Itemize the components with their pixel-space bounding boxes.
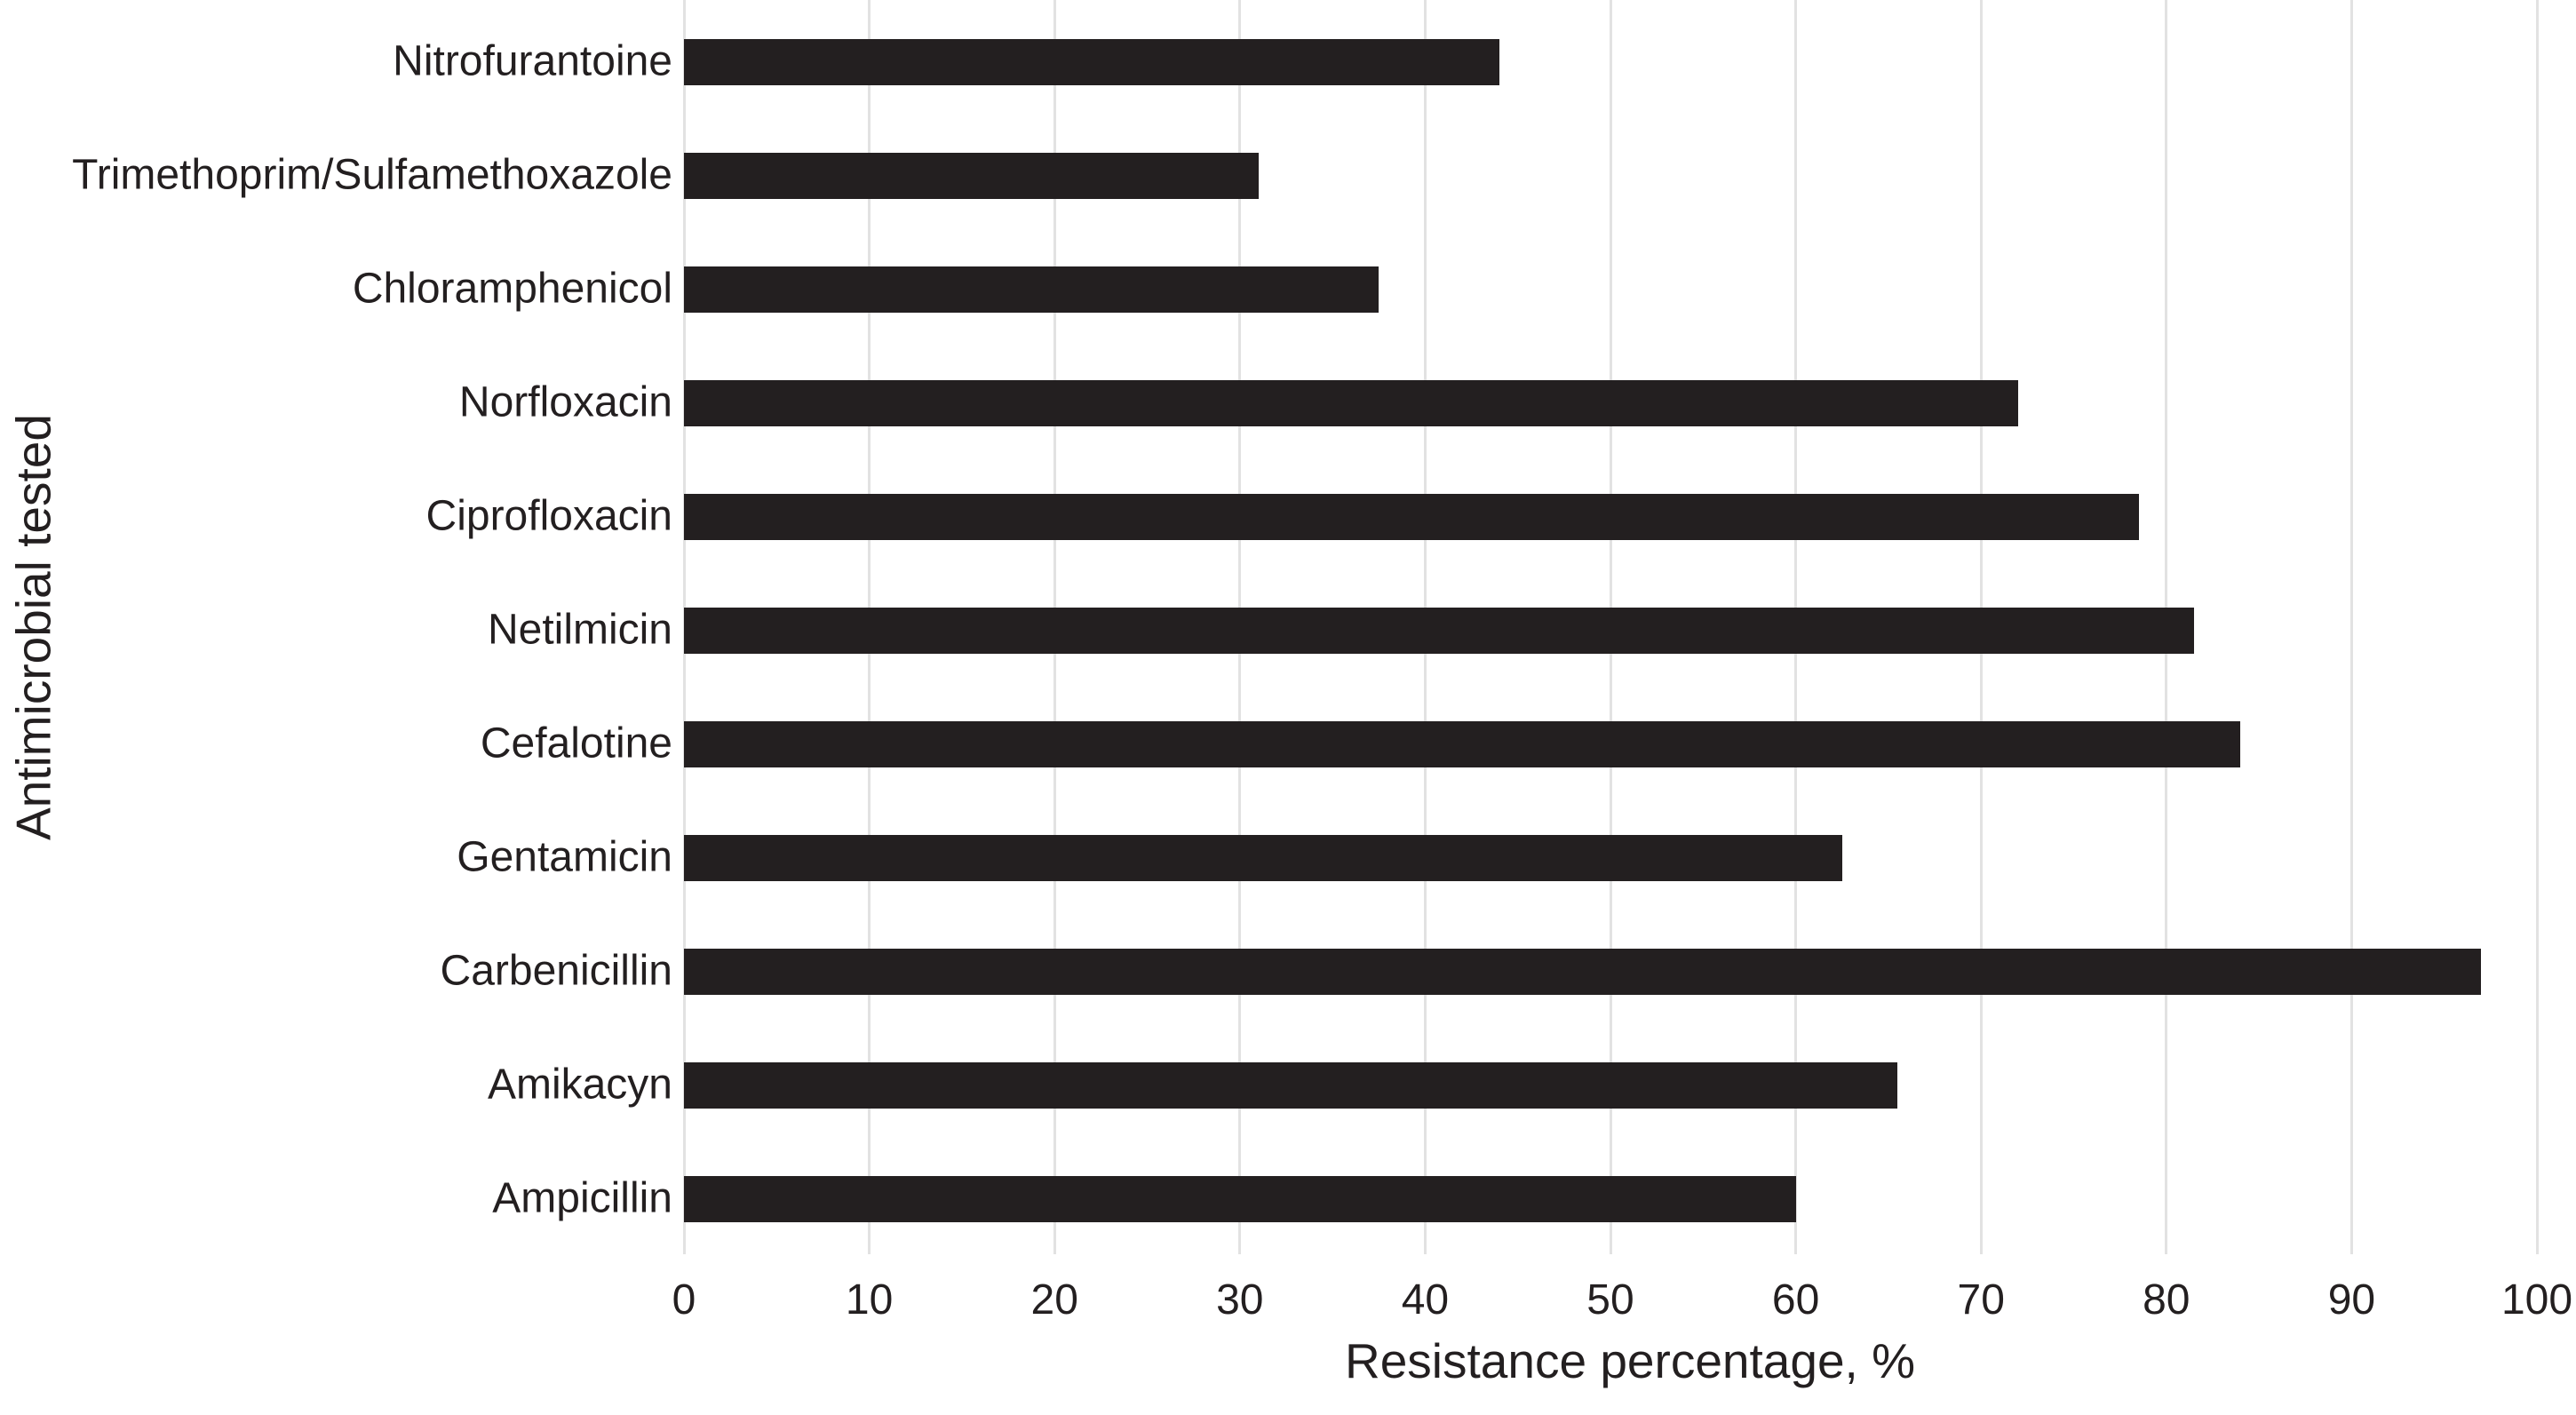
- category-label-ampicillin: Ampicillin: [492, 1174, 672, 1222]
- x-tick-label-80: 80: [2143, 1276, 2190, 1324]
- bar-carbenicillin: [684, 949, 2482, 995]
- category-label-norfloxacin: Norfloxacin: [458, 378, 672, 426]
- category-label-carbenicillin: Carbenicillin: [440, 947, 672, 995]
- category-label-nitrofurantoine: Nitrofurantoine: [393, 37, 672, 85]
- category-label-ciprofloxacin: Ciprofloxacin: [425, 492, 672, 540]
- category-label-trimethoprim-sulfamethoxazole: Trimethoprim/Sulfamethoxazole: [72, 151, 672, 199]
- bar-chloramphenicol: [684, 266, 1379, 313]
- x-tick-label-40: 40: [1401, 1276, 1450, 1324]
- gridline-100: [2535, 0, 2539, 1254]
- x-tick-label-60: 60: [1771, 1276, 1820, 1324]
- category-axis: Nitrofurantoine Trimethoprim/Sulfamethoxa…: [0, 0, 672, 1254]
- x-tick-label-70: 70: [1957, 1276, 2005, 1324]
- bar-gentamicin: [684, 835, 1842, 881]
- bar-netilmicin: [684, 608, 2195, 654]
- bar-cefalotine: [684, 721, 2241, 767]
- category-label-chloramphenicol: Chloramphenicol: [352, 265, 672, 313]
- x-tick-label-100: 100: [2500, 1276, 2573, 1324]
- bar-ampicillin: [684, 1176, 1796, 1222]
- x-tick-label-20: 20: [1030, 1276, 1078, 1324]
- x-tick-label-90: 90: [2327, 1276, 2376, 1324]
- gridline-90: [2349, 0, 2353, 1254]
- x-axis-ticks: 0 10 20 30 40 50 60 70 80 90 100: [672, 1254, 2576, 1343]
- x-tick-label-50: 50: [1586, 1276, 1634, 1324]
- category-label-gentamicin: Gentamicin: [457, 833, 672, 881]
- x-tick-label-30: 30: [1216, 1276, 1264, 1324]
- bar-norfloxacin: [684, 380, 2018, 426]
- plot-area: [682, 0, 2576, 1254]
- x-tick-label-10: 10: [845, 1276, 894, 1324]
- category-label-amikacyn: Amikacyn: [487, 1061, 672, 1109]
- category-label-cefalotine: Cefalotine: [480, 719, 672, 767]
- bar-nitrofurantoine: [684, 39, 1499, 85]
- x-tick-label-0: 0: [672, 1276, 696, 1324]
- bar-amikacyn: [684, 1062, 1898, 1109]
- x-axis-label: Resistance percentage, %: [1344, 1333, 1916, 1388]
- category-label-netilmicin: Netilmicin: [487, 606, 672, 654]
- bar-trimethoprim-sulfamethoxazole: [684, 153, 1259, 199]
- bar-ciprofloxacin: [684, 494, 2139, 540]
